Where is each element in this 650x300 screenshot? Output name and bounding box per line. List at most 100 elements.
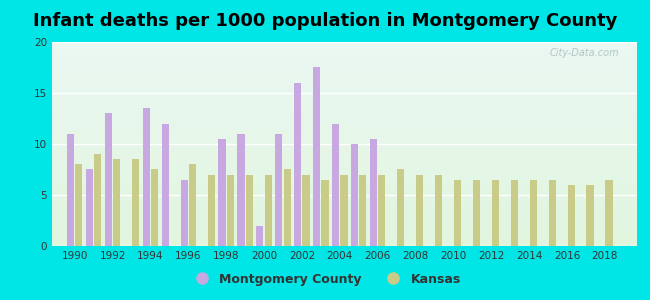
Bar — [511, 180, 518, 246]
Bar — [52, 119, 637, 122]
Bar — [52, 177, 637, 179]
Bar — [52, 126, 637, 128]
Bar — [370, 139, 377, 246]
Bar — [359, 175, 367, 246]
Bar — [52, 218, 637, 220]
Bar — [52, 138, 637, 140]
Bar — [473, 180, 480, 246]
Bar — [313, 68, 320, 246]
Bar — [52, 201, 637, 203]
Bar — [52, 54, 637, 56]
Bar — [132, 159, 139, 246]
Bar — [52, 152, 637, 154]
Bar — [52, 101, 637, 103]
Bar — [52, 52, 637, 54]
Bar — [52, 136, 637, 138]
Bar — [52, 50, 637, 52]
Bar — [52, 113, 637, 116]
Bar — [113, 159, 120, 246]
Bar — [52, 197, 637, 199]
Bar — [52, 213, 637, 215]
Bar — [52, 224, 637, 226]
Bar — [52, 89, 637, 91]
Bar — [52, 62, 637, 64]
Bar — [52, 46, 637, 48]
Bar — [52, 64, 637, 67]
Bar — [341, 175, 348, 246]
Bar — [52, 189, 637, 191]
Bar — [435, 175, 442, 246]
Bar — [256, 226, 263, 246]
Bar — [549, 180, 556, 246]
Bar — [105, 113, 112, 246]
Bar — [52, 232, 637, 234]
Bar — [397, 169, 404, 246]
Bar — [52, 87, 637, 89]
Bar — [52, 207, 637, 209]
Bar — [52, 128, 637, 130]
Bar — [351, 144, 358, 246]
Bar — [52, 134, 637, 136]
Bar — [52, 103, 637, 105]
Bar — [52, 203, 637, 205]
Legend: Montgomery County, Kansas: Montgomery County, Kansas — [184, 268, 466, 291]
Bar — [586, 185, 593, 246]
Bar — [52, 170, 637, 172]
Bar — [52, 130, 637, 132]
Bar — [237, 134, 244, 246]
Bar — [52, 211, 637, 213]
Bar — [52, 91, 637, 93]
Bar — [143, 108, 150, 246]
Bar — [181, 180, 188, 246]
Bar — [52, 179, 637, 181]
Bar — [151, 169, 158, 246]
Bar — [52, 83, 637, 85]
Bar — [246, 175, 253, 246]
Bar — [52, 193, 637, 195]
Bar — [52, 140, 637, 142]
Bar — [530, 180, 537, 246]
Text: City-Data.com: City-Data.com — [550, 48, 619, 58]
Bar — [52, 169, 637, 170]
Bar — [52, 175, 637, 177]
Bar — [52, 67, 637, 68]
Bar — [52, 195, 637, 197]
Bar — [52, 124, 637, 126]
Bar — [52, 58, 637, 60]
Bar — [52, 183, 637, 185]
Bar — [378, 175, 385, 246]
Bar — [52, 148, 637, 150]
Bar — [52, 68, 637, 70]
Bar — [52, 215, 637, 217]
Bar — [52, 93, 637, 95]
Bar — [52, 81, 637, 83]
Bar — [52, 156, 637, 158]
Bar — [162, 124, 169, 246]
Bar — [52, 107, 637, 109]
Bar — [52, 70, 637, 73]
Bar — [52, 132, 637, 134]
Bar — [332, 124, 339, 246]
Bar — [52, 205, 637, 207]
Bar — [52, 75, 637, 77]
Bar — [302, 175, 309, 246]
Bar — [605, 180, 612, 246]
Bar — [52, 221, 637, 224]
Bar — [52, 181, 637, 183]
Bar — [52, 167, 637, 169]
Bar — [52, 95, 637, 97]
Bar — [52, 97, 637, 99]
Bar — [52, 118, 637, 119]
Bar — [52, 105, 637, 107]
Bar — [52, 209, 637, 211]
Bar — [52, 154, 637, 156]
Bar — [52, 146, 637, 148]
Bar — [52, 238, 637, 240]
Bar — [67, 134, 74, 246]
Bar — [218, 139, 226, 246]
Bar — [52, 44, 637, 46]
Bar — [52, 122, 637, 124]
Text: Infant deaths per 1000 population in Montgomery County: Infant deaths per 1000 population in Mon… — [32, 12, 617, 30]
Bar — [52, 109, 637, 111]
Bar — [52, 116, 637, 118]
